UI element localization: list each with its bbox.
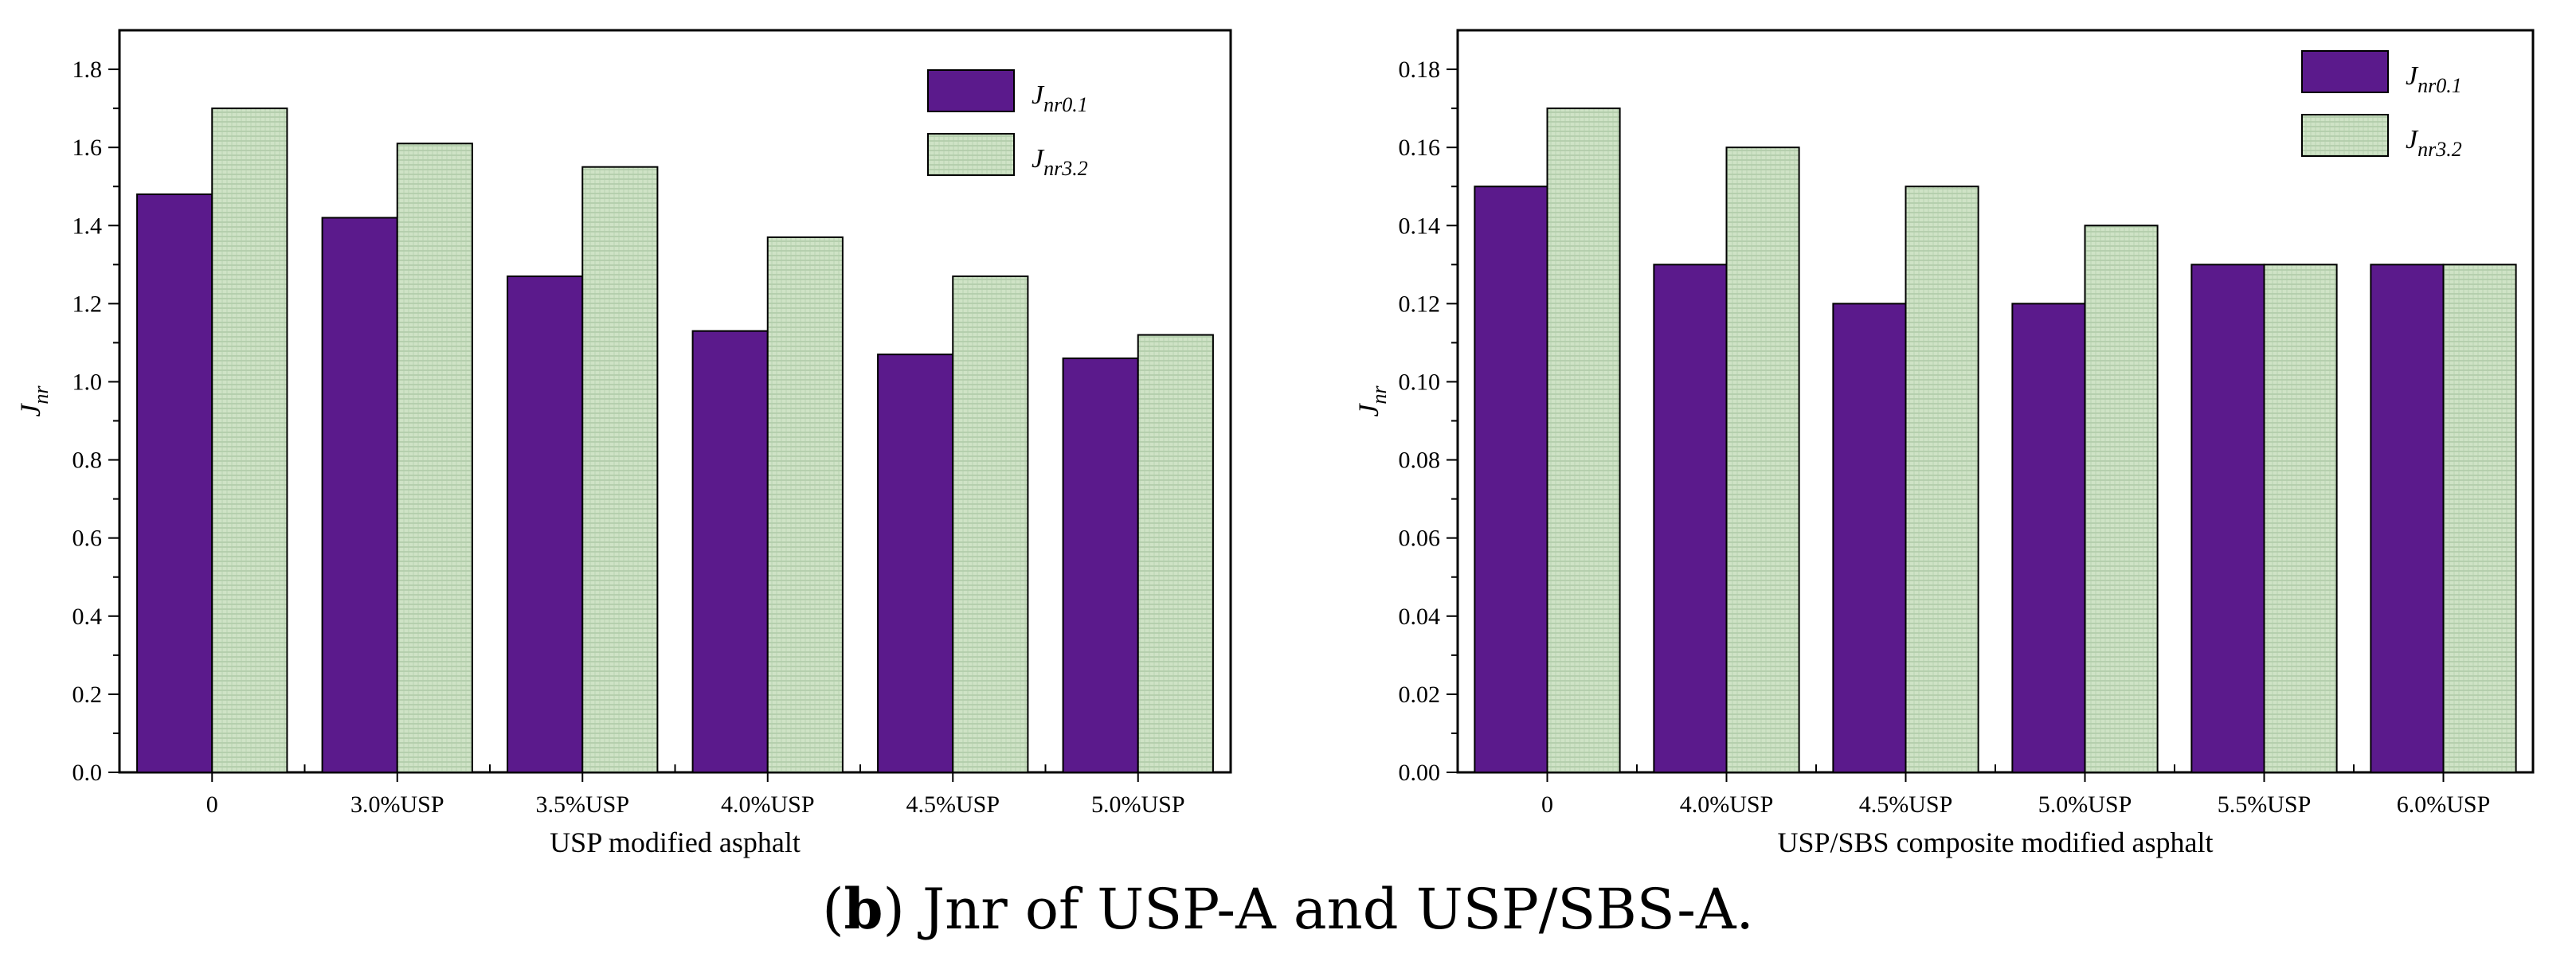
legend-label-sub: nr0.1 — [2417, 74, 2462, 97]
x-tick-label: 4.5%USP — [1859, 791, 1953, 818]
y-tick-label: 0.12 — [1399, 291, 1441, 317]
y-axis-label-main: J — [1353, 403, 1384, 417]
y-tick-label: 0.16 — [1399, 135, 1441, 161]
y-tick-label: 1.2 — [72, 291, 103, 317]
x-tick-label: 6.0%USP — [2397, 791, 2491, 818]
x-tick-label: 5.0%USP — [2038, 791, 2132, 818]
y-axis-label: Jnr — [1353, 385, 1391, 417]
x-axis-label: USP modified asphalt — [550, 826, 801, 858]
y-tick-label: 1.6 — [72, 135, 103, 161]
legend-swatch-jnr01 — [927, 69, 1015, 112]
legend-label-jnr01: Jnr0.1 — [2406, 61, 2462, 97]
bar-jnr01-1 — [321, 217, 398, 773]
x-tick-label: 3.5%USP — [535, 791, 629, 818]
bar-jnr32-3 — [766, 236, 844, 773]
bar-jnr32-2 — [581, 166, 659, 773]
bar-jnr01-0 — [1474, 186, 1548, 774]
bar-jnr01-0 — [136, 193, 213, 773]
legend-swatch-jnr01 — [2301, 50, 2389, 93]
x-axis-label: USP/SBS composite modified asphalt — [1777, 826, 2213, 858]
bar-jnr01-3 — [691, 330, 769, 773]
figure-caption: (b) Jnr of USP-A and USP/SBS-A. — [822, 876, 1754, 942]
bar-jnr01-3 — [2011, 303, 2086, 773]
y-tick-label: 0.18 — [1399, 57, 1441, 83]
legend-label-main: J — [1032, 144, 1045, 174]
caption-letter: b — [844, 876, 883, 942]
bar-jnr32-4 — [952, 275, 1029, 774]
y-tick-label: 0.2 — [72, 682, 103, 708]
y-axis-label-sub: nr — [29, 385, 53, 404]
y-tick-label: 0.14 — [1399, 213, 1441, 239]
y-tick-label: 0.00 — [1399, 760, 1441, 786]
x-tick-label: 5.0%USP — [1091, 791, 1185, 818]
y-tick-label: 0.02 — [1399, 682, 1441, 708]
y-tick-label: 0.8 — [72, 447, 103, 474]
y-tick-label: 0.4 — [72, 604, 103, 630]
y-tick-label: 0.6 — [72, 526, 103, 552]
bar-jnr01-2 — [507, 275, 584, 774]
x-tick-label: 0 — [1541, 791, 1553, 818]
legend-label-jnr32: Jnr3.2 — [2406, 125, 2462, 161]
y-tick-label: 0.08 — [1399, 447, 1441, 474]
y-tick-label: 0.04 — [1399, 604, 1441, 630]
y-axis-label-sub: nr — [1368, 385, 1391, 404]
legend-label-main: J — [2406, 125, 2419, 154]
x-tick-label: 4.0%USP — [1680, 791, 1774, 818]
bar-jnr01-5 — [1062, 358, 1139, 773]
x-tick-label: 3.0%USP — [350, 791, 444, 818]
x-tick-label: 0 — [206, 791, 218, 818]
bar-jnr32-1 — [396, 143, 473, 773]
bar-jnr01-5 — [2370, 264, 2445, 773]
y-tick-label: 1.0 — [72, 369, 103, 395]
bar-jnr01-4 — [2190, 264, 2265, 773]
x-tick-label: 4.5%USP — [906, 791, 1000, 818]
legend-label-jnr01: Jnr0.1 — [1032, 80, 1088, 116]
bar-jnr32-0 — [211, 107, 288, 773]
y-axis-label-main: J — [14, 403, 46, 417]
bar-jnr01-2 — [1832, 303, 1907, 773]
legend-label-sub: nr3.2 — [1043, 157, 1088, 180]
legend-swatch-jnr32 — [2301, 114, 2389, 157]
x-tick-label: 4.0%USP — [721, 791, 815, 818]
caption-text: Jnr of USP-A and USP/SBS-A. — [904, 877, 1754, 942]
bar-jnr32-5 — [1137, 334, 1214, 773]
chart-usp-sbs-composite: 0 4.0%USP 4.5%USP 5.0%USP 5.5%USP 6.0%USP 0.00… — [1353, 29, 2535, 858]
legend-swatch-jnr32 — [927, 133, 1015, 176]
y-tick-label: 0.06 — [1399, 526, 1441, 552]
x-tick-label: 5.5%USP — [2218, 791, 2312, 818]
y-tick-label: 1.4 — [72, 213, 103, 239]
chart-usp-modified-asphalt: 0 3.0%USP 3.5%USP 4.0%USP 4.5%USP 5.0%USP 0.0 0… — [14, 29, 1232, 858]
y-tick-label: 1.8 — [72, 57, 103, 83]
bar-jnr01-1 — [1653, 264, 1728, 773]
bar-jnr32-3 — [2084, 225, 2159, 773]
bar-jnr32-4 — [2263, 264, 2338, 773]
legend-label-sub: nr0.1 — [1043, 93, 1088, 116]
y-axis-label: Jnr — [14, 385, 53, 417]
bar-jnr32-0 — [1546, 107, 1621, 773]
bar-jnr01-4 — [877, 354, 954, 773]
bar-jnr32-1 — [1725, 147, 1800, 773]
legend-label-sub: nr3.2 — [2417, 138, 2462, 161]
bar-jnr32-5 — [2442, 264, 2517, 773]
legend-label-jnr32: Jnr3.2 — [1032, 144, 1088, 180]
bar-jnr32-2 — [1905, 186, 1979, 774]
legend-label-main: J — [1032, 80, 1045, 110]
y-tick-label: 0.0 — [72, 760, 103, 786]
y-tick-label: 0.10 — [1399, 369, 1441, 395]
legend-label-main: J — [2406, 61, 2419, 91]
